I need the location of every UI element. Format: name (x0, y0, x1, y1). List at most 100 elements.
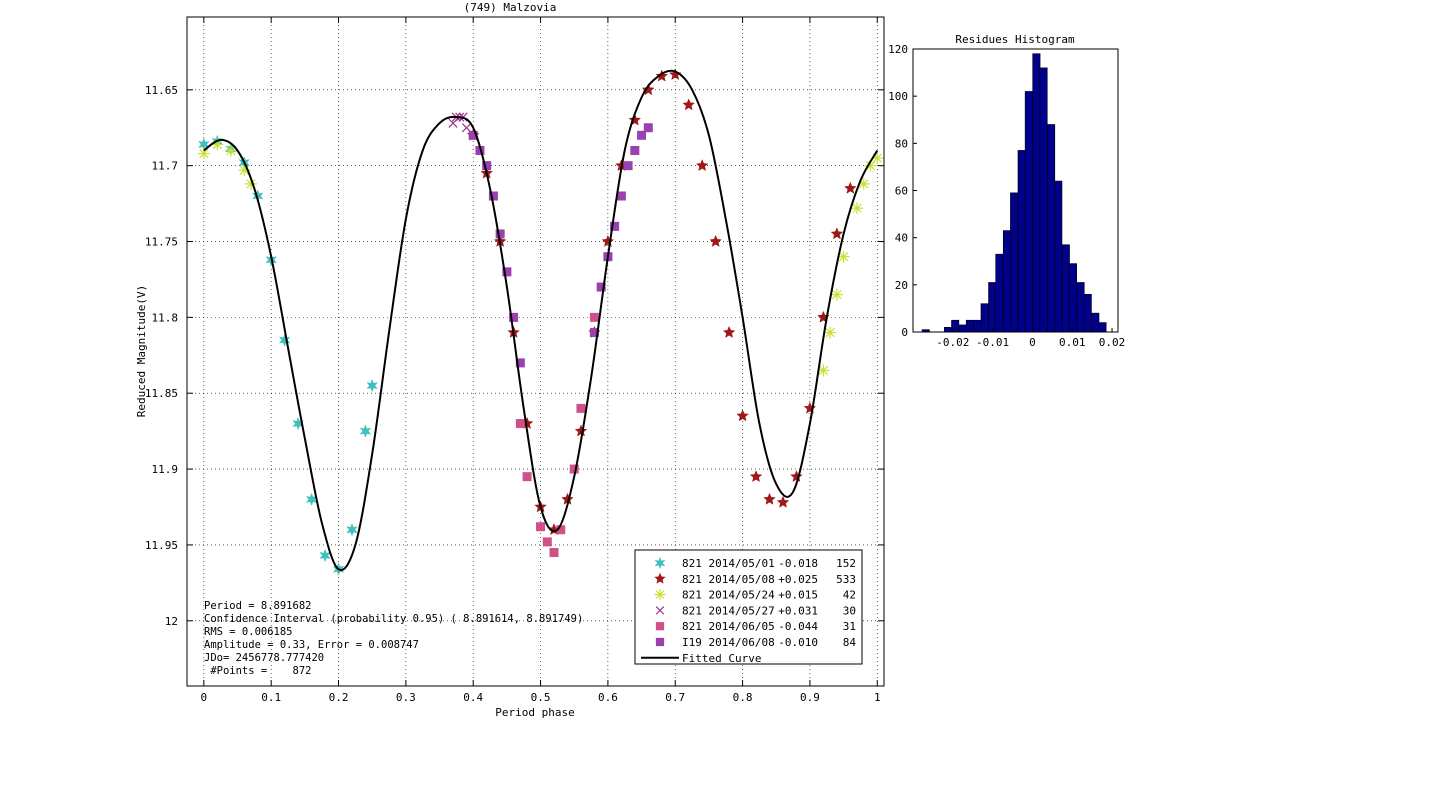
x-axis-label: Period phase (495, 706, 574, 719)
fitted-curve (203, 69, 879, 572)
data-point (542, 537, 552, 547)
data-point (475, 145, 485, 155)
legend-count: 31 (843, 620, 856, 633)
legend-series-name: 821 2014/05/27 (682, 604, 775, 617)
legend-count: 30 (843, 604, 856, 617)
fit-info-period: Period = 8.891682 (204, 600, 311, 612)
legend-marker (654, 572, 666, 584)
data-point (830, 227, 844, 240)
histogram-bar (1069, 263, 1078, 333)
data-point (616, 191, 626, 201)
histogram-bar (973, 319, 982, 333)
data-point (556, 525, 566, 535)
histogram-bar (1010, 192, 1019, 333)
histogram-x-tick-label: -0.01 (976, 336, 1009, 349)
fit-info-points: #Points = 872 (204, 665, 311, 677)
data-point (509, 312, 519, 322)
data-point (695, 159, 709, 172)
data-point (596, 282, 606, 292)
histogram-y-tick-label: 60 (895, 185, 908, 198)
legend-series-name: 821 2014/06/05 (682, 620, 775, 633)
legend-marker (654, 589, 666, 601)
data-point (536, 522, 546, 532)
histogram-y-tick-label: 20 (895, 279, 908, 292)
data-point (682, 98, 696, 111)
x-tick-label: 0.7 (665, 691, 685, 704)
histogram-bar (1061, 244, 1070, 333)
data-point (502, 267, 512, 277)
data-point (482, 161, 492, 171)
data-point (851, 202, 864, 215)
histogram-bar (965, 319, 974, 333)
data-point (576, 403, 586, 413)
legend-count: 84 (843, 636, 857, 649)
y-tick-label: 11.9 (152, 463, 179, 476)
data-point (515, 358, 525, 368)
data-point (589, 328, 599, 338)
legend-offset: -0.010 (778, 636, 818, 649)
legend-marker (654, 556, 666, 570)
x-tick-label: 0.6 (598, 691, 618, 704)
data-point (522, 472, 532, 482)
residues-histogram: -0.02 -0.01 0 0.01 0.02 0 20 40 60 80 100 120 Resid… (888, 33, 1125, 349)
histogram-bar (1047, 124, 1056, 333)
legend-marker (655, 606, 665, 615)
data-point (843, 181, 857, 194)
fit-info-block: Period = 8.891682 Confidence Interval (p… (204, 600, 583, 677)
histogram-bar (1098, 322, 1107, 333)
y-axis-label: Reduced Magnitude(V) (135, 285, 148, 417)
data-point (837, 250, 850, 263)
data-point (346, 522, 358, 537)
histogram-bar (980, 303, 989, 333)
chart-title: (749) Malzovia (464, 1, 557, 14)
histogram-title: Residues Histogram (955, 33, 1075, 46)
y-tick-label: 11.7 (152, 160, 179, 173)
data-point (359, 424, 372, 438)
histogram-bar (1076, 282, 1085, 333)
legend-count: 152 (836, 557, 856, 570)
data-point (824, 326, 837, 339)
legend-count: 533 (836, 573, 856, 586)
histogram-frame (912, 48, 1119, 333)
histogram-bar (1083, 293, 1092, 333)
data-point (630, 145, 640, 155)
x-tick-label: 0.1 (261, 691, 281, 704)
histogram-x-tick-label: 0.02 (1099, 336, 1126, 349)
data-point (655, 69, 669, 82)
legend-marker (655, 622, 665, 631)
histogram-y-tick-label: 80 (895, 137, 908, 150)
plot-frame (186, 16, 885, 687)
data-point (574, 424, 588, 437)
data-point (776, 495, 790, 508)
data-point (515, 419, 525, 429)
data-point (549, 548, 559, 558)
legend-series-name: I19 2014/06/08 (682, 636, 775, 649)
legend-marker (655, 637, 665, 647)
fit-info-rms: RMS = 0.006185 (204, 626, 293, 638)
histogram-bar (1024, 91, 1033, 333)
data-point (589, 312, 599, 322)
y-tick-label: 12 (165, 615, 178, 628)
data-point (366, 378, 379, 393)
legend-offset: -0.018 (778, 557, 818, 570)
data-point (722, 325, 736, 338)
fit-info-amplitude: Amplitude = 0.33, Error = 0.008747 (204, 639, 419, 651)
histogram-bar (995, 253, 1004, 333)
data-point (643, 123, 653, 133)
legend-series-name: 821 2014/05/08 (682, 573, 775, 586)
x-tick-label: 1 (874, 691, 881, 704)
data-point (610, 221, 620, 231)
histogram-x-tick-label: 0 (1029, 336, 1036, 349)
data-point (623, 161, 633, 171)
x-tick-label: 0.9 (800, 691, 820, 704)
y-tick-label: 11.85 (145, 387, 178, 400)
y-tick-label: 11.8 (152, 311, 179, 324)
x-tick-label: 0.2 (329, 691, 349, 704)
legend-fitted-label: Fitted Curve (682, 652, 761, 665)
data-points (197, 67, 884, 576)
histogram-x-tick-label: 0.01 (1059, 336, 1086, 349)
data-point (569, 464, 579, 474)
histogram-x-tick-label: -0.02 (936, 336, 969, 349)
